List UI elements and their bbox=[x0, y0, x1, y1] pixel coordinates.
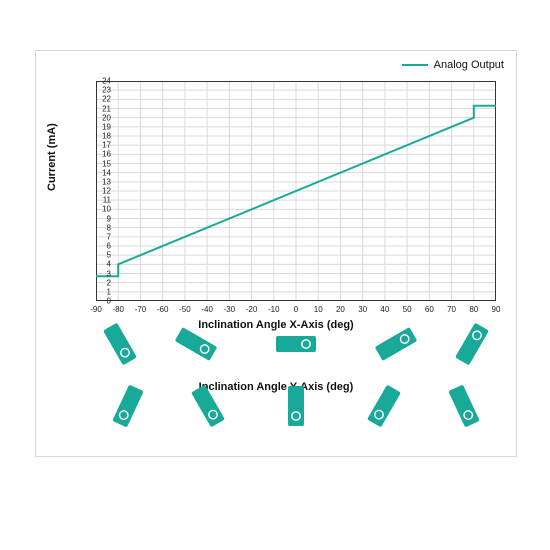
plot-area bbox=[96, 81, 496, 301]
x-tick: -70 bbox=[135, 305, 147, 314]
y-tick: 9 bbox=[91, 214, 111, 223]
y-tick: 23 bbox=[91, 86, 111, 95]
sensor-icon bbox=[102, 380, 154, 437]
x-tick: 60 bbox=[425, 305, 434, 314]
x-tick: -60 bbox=[157, 305, 169, 314]
x-tick: 40 bbox=[380, 305, 389, 314]
y-tick: 12 bbox=[91, 187, 111, 196]
sensor-icon bbox=[170, 318, 222, 375]
x-tick: 80 bbox=[469, 305, 478, 314]
y-tick: 14 bbox=[91, 168, 111, 177]
y-tick: 7 bbox=[91, 232, 111, 241]
legend-label: Analog Output bbox=[434, 59, 504, 71]
y-tick: 22 bbox=[91, 95, 111, 104]
legend: Analog Output bbox=[402, 59, 504, 71]
y-tick: 18 bbox=[91, 132, 111, 141]
y-tick: 11 bbox=[91, 196, 111, 205]
chart-page: Analog Output Current (mA) Inclination A… bbox=[0, 0, 550, 550]
y-tick: 4 bbox=[91, 260, 111, 269]
sensor-icon bbox=[358, 380, 410, 437]
y-tick: 21 bbox=[91, 104, 111, 113]
x-tick: 20 bbox=[336, 305, 345, 314]
y-tick: 13 bbox=[91, 177, 111, 186]
y-tick: 20 bbox=[91, 113, 111, 122]
y-tick: 19 bbox=[91, 122, 111, 131]
x-tick: -80 bbox=[112, 305, 124, 314]
sensor-icon bbox=[182, 380, 234, 437]
x-tick: 90 bbox=[492, 305, 501, 314]
x-tick: -10 bbox=[268, 305, 280, 314]
sensor-icon bbox=[270, 380, 322, 437]
y-tick: 16 bbox=[91, 150, 111, 159]
x-tick: -40 bbox=[201, 305, 213, 314]
legend-swatch bbox=[402, 64, 428, 66]
y-tick: 5 bbox=[91, 251, 111, 260]
x-tick: 50 bbox=[403, 305, 412, 314]
x-tick: -20 bbox=[246, 305, 258, 314]
chart-frame: Analog Output Current (mA) Inclination A… bbox=[35, 50, 517, 457]
sensor-icon bbox=[446, 318, 498, 375]
y-tick: 2 bbox=[91, 278, 111, 287]
y-tick: 8 bbox=[91, 223, 111, 232]
y-axis-label: Current (mA) bbox=[46, 123, 58, 191]
x-tick: 30 bbox=[358, 305, 367, 314]
x-tick: 0 bbox=[294, 305, 298, 314]
y-tick: 10 bbox=[91, 205, 111, 214]
y-tick: 15 bbox=[91, 159, 111, 168]
sensor-icon bbox=[370, 318, 422, 375]
y-tick: 3 bbox=[91, 269, 111, 278]
x-tick: -30 bbox=[224, 305, 236, 314]
y-tick: 1 bbox=[91, 287, 111, 296]
y-tick: 24 bbox=[91, 77, 111, 86]
x-tick: 10 bbox=[314, 305, 323, 314]
x-tick: -90 bbox=[90, 305, 102, 314]
plot-svg bbox=[96, 81, 496, 301]
x-tick: 70 bbox=[447, 305, 456, 314]
sensor-icon bbox=[94, 318, 146, 375]
sensor-icon bbox=[270, 318, 322, 375]
y-tick: 6 bbox=[91, 242, 111, 251]
sensor-icon bbox=[438, 380, 490, 437]
x-tick: -50 bbox=[179, 305, 191, 314]
y-tick: 17 bbox=[91, 141, 111, 150]
